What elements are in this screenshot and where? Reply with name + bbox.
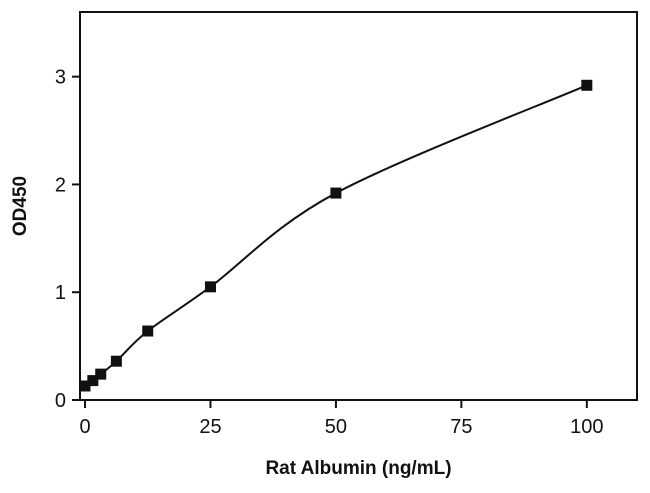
data-point: [79, 380, 91, 392]
data-points: [79, 79, 593, 392]
data-point: [204, 281, 216, 293]
x-axis-title: Rat Albumin (ng/mL): [265, 458, 451, 479]
y-axis-title: OD450: [10, 176, 31, 236]
data-point: [87, 375, 99, 387]
data-point: [142, 325, 154, 337]
y-tick-label: 1: [55, 282, 66, 304]
x-tick-label: 0: [79, 416, 90, 438]
data-point: [95, 368, 107, 380]
x-tick-label: 50: [325, 416, 347, 438]
y-axis-ticks: 0 1 2 3: [55, 67, 80, 412]
data-point: [330, 187, 342, 199]
y-tick-label: 3: [55, 67, 66, 89]
data-point: [581, 79, 593, 91]
x-tick-label: 25: [199, 416, 221, 438]
y-tick-label: 2: [55, 174, 66, 196]
x-tick-label: 100: [570, 416, 603, 438]
fit-curve: [84, 84, 588, 387]
y-tick-label: 0: [55, 390, 66, 412]
data-point: [110, 355, 122, 367]
plot-frame: [79, 11, 638, 401]
x-axis-ticks: 0 25 50 75 100: [79, 400, 604, 438]
x-tick-label: 75: [450, 416, 472, 438]
